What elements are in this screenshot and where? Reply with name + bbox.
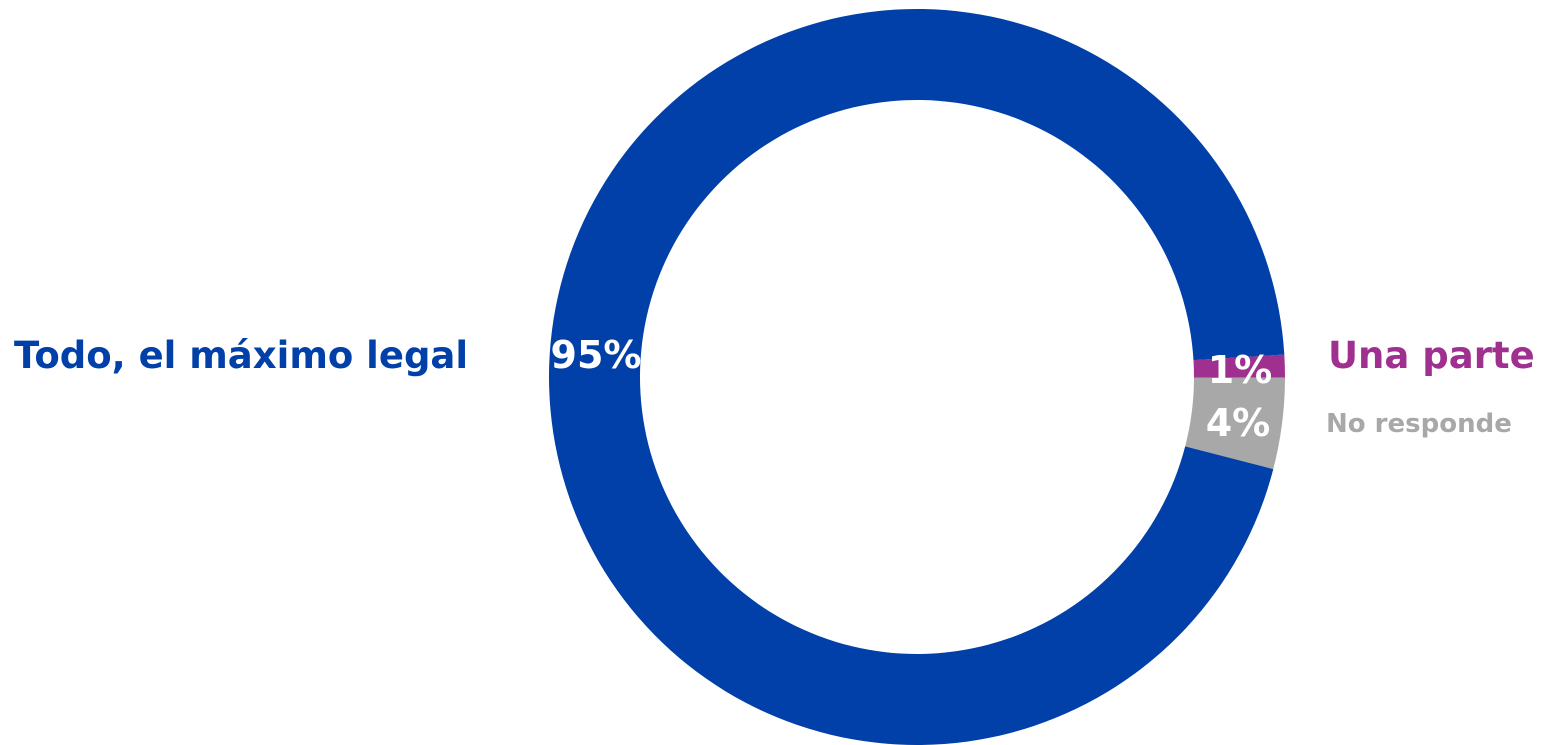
value-label-todo: 95% (551, 333, 642, 377)
slice-no-responde (1185, 377, 1285, 470)
category-label-una-parte: Una parte (1328, 334, 1535, 377)
donut-slices (549, 9, 1285, 745)
value-label-una-parte: 1% (1208, 348, 1273, 392)
value-label-no-responde: 4% (1206, 401, 1271, 445)
slice-una-parte (1193, 354, 1285, 378)
category-label-todo: Todo, el máximo legal (14, 334, 468, 377)
slice-todo (549, 9, 1285, 745)
value-labels: 95% 1% 4% (551, 333, 1273, 445)
category-label-no-responde: No responde (1326, 409, 1512, 439)
